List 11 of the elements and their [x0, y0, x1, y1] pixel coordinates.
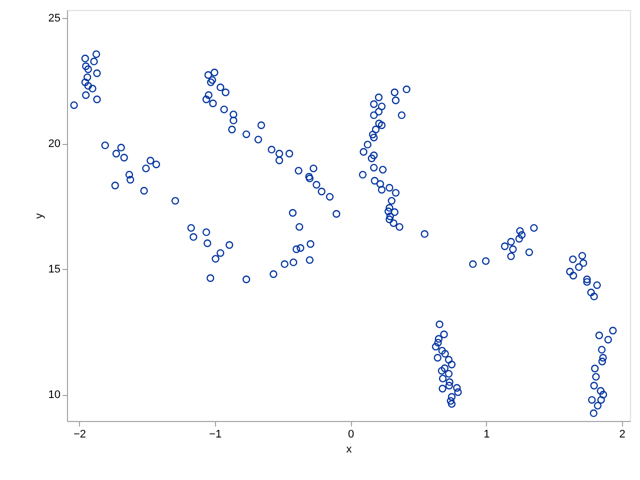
x-tick-label: 1: [484, 428, 490, 440]
y-tick-label: 20: [48, 138, 60, 150]
y-tick-label: 10: [48, 389, 60, 402]
y-axis-title: y: [33, 212, 46, 219]
y-tick-label: 15: [48, 264, 60, 276]
x-tick-label: 2: [619, 428, 626, 440]
x-axis-title: x: [346, 444, 352, 456]
x-tick-label: 0: [348, 428, 354, 440]
x-tick-label: −2: [73, 428, 86, 440]
x-tick-label: −1: [209, 428, 222, 440]
y-tick-label: 25: [48, 12, 60, 25]
